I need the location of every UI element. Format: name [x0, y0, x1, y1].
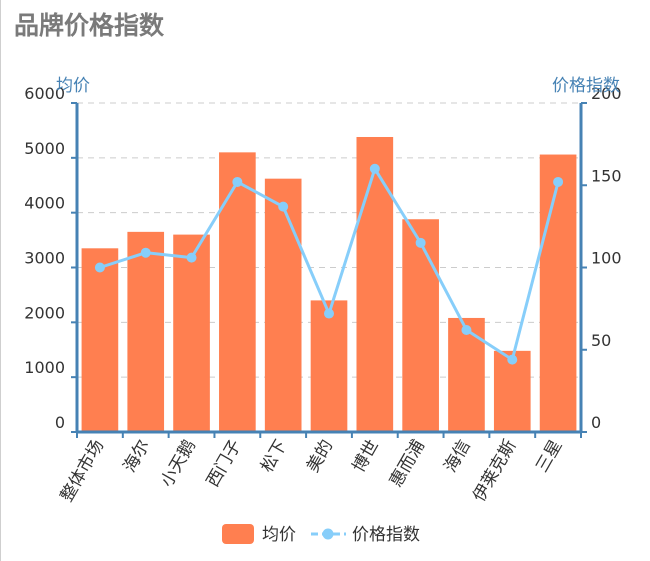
- x-tick-label: 伊莱克斯: [469, 437, 520, 506]
- y-left-axis-title: 均价: [56, 76, 90, 96]
- axes: [71, 102, 587, 438]
- x-tick-label: 惠而浦: [386, 437, 429, 491]
- line-point: [553, 176, 564, 187]
- x-tick-label: 美的: [303, 437, 337, 476]
- legend-swatch-bar: [222, 524, 254, 544]
- line-point: [140, 247, 151, 258]
- line-point: [232, 176, 243, 187]
- y-right-tick-label: 0: [591, 413, 601, 432]
- line-point: [507, 354, 518, 365]
- legend[interactable]: 均价 价格指数: [222, 524, 420, 545]
- y-left-tick-label: 1000: [24, 358, 65, 377]
- y-left-tick-label: 0: [55, 413, 65, 432]
- page-title: 品牌价格指数: [14, 11, 165, 40]
- bar: [402, 219, 439, 432]
- bar: [448, 317, 485, 432]
- x-tick-label: 博世: [349, 437, 383, 476]
- y-left-tick-label: 3000: [24, 249, 65, 268]
- bar: [539, 154, 577, 432]
- y-left-tick-label: 2000: [24, 303, 65, 322]
- x-tick-label: 海信: [440, 437, 474, 476]
- line-point: [94, 262, 105, 273]
- x-tick-label: 海尔: [120, 437, 154, 476]
- line-point: [324, 308, 334, 319]
- bar-series: [81, 136, 577, 432]
- line-point: [415, 237, 426, 248]
- x-tick-label: 三星: [532, 437, 566, 476]
- bar: [173, 234, 210, 432]
- x-tick-label: 西门子: [203, 437, 246, 491]
- bar: [127, 231, 165, 432]
- bar: [356, 136, 394, 432]
- line-point: [186, 252, 197, 263]
- x-tick-label: 松下: [257, 437, 291, 476]
- y-left-tick-label: 4000: [24, 194, 65, 213]
- x-tick-label: 小天鹅: [157, 437, 200, 491]
- y-left-tick-label: 6000: [24, 84, 65, 103]
- bar: [81, 248, 119, 432]
- bar: [264, 178, 302, 432]
- y-right-tick-label: 200: [591, 84, 622, 103]
- y-left-tick-label: 5000: [24, 139, 65, 158]
- legend-swatch-point: [322, 528, 334, 540]
- y-right-tick-label: 150: [591, 166, 622, 185]
- legend-label-bar: 均价: [262, 525, 296, 545]
- legend-label-line: 价格指数: [352, 525, 420, 545]
- bar: [219, 152, 256, 432]
- y-right-tick-label: 100: [591, 249, 622, 268]
- line-series: [94, 163, 564, 365]
- line-point: [278, 201, 289, 212]
- left-border: [0, 0, 1, 561]
- line-point: [369, 163, 380, 174]
- y-right-tick-label: 50: [591, 331, 611, 350]
- line-point: [461, 325, 472, 336]
- y-right-axis-title: 价格指数: [552, 76, 620, 96]
- bar: [310, 300, 348, 432]
- x-tick-label: 整体市场: [57, 437, 108, 506]
